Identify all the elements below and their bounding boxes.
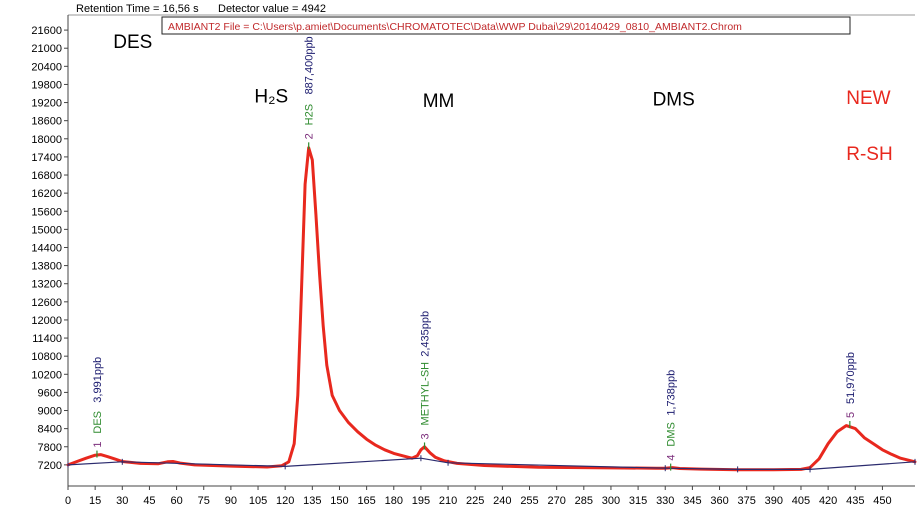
y-tick-label: 10200 xyxy=(31,369,62,381)
baseline-trace xyxy=(67,457,916,470)
y-tick-label: 19200 xyxy=(31,98,62,110)
x-tick-label: 15 xyxy=(89,495,101,506)
plot-area xyxy=(67,14,915,487)
x-tick-label: 225 xyxy=(466,495,484,506)
y-tick-label: 16200 xyxy=(31,188,62,200)
peak-concentration-label: 51,970ppb xyxy=(845,352,857,404)
y-axis-ticks: 7200 7800 8400 9000 9600 10200 10800 11400 12000… xyxy=(31,25,68,472)
y-tick-label: 16800 xyxy=(31,170,62,182)
y-tick-label: 19800 xyxy=(31,79,62,91)
y-tick-label: 13200 xyxy=(31,279,62,291)
y-tick-label: 17400 xyxy=(31,152,62,164)
x-tick-label: 0 xyxy=(65,495,71,506)
region-label: DES xyxy=(113,32,152,53)
region-label: R-SH xyxy=(846,144,892,165)
y-tick-label: 18600 xyxy=(31,116,62,128)
y-tick-label: 21600 xyxy=(31,25,62,37)
y-tick-label: 15600 xyxy=(31,206,62,218)
y-tick-label: 10800 xyxy=(31,351,62,363)
x-tick-label: 255 xyxy=(520,495,538,506)
x-tick-label: 165 xyxy=(357,495,375,506)
x-axis-ticks: 0 15 30 45 60 75 90 105 120 135 150 165 180 195 210 225… xyxy=(65,486,892,506)
y-tick-label: 11400 xyxy=(32,333,62,345)
y-tick-label: 9600 xyxy=(38,387,62,399)
x-tick-label: 360 xyxy=(710,495,728,506)
peak-name-label: METHYL-SH xyxy=(420,362,432,426)
peak-number-label: 2 xyxy=(304,133,316,139)
x-tick-label: 435 xyxy=(846,495,864,506)
y-tick-label: 7800 xyxy=(38,442,62,454)
x-tick-label: 285 xyxy=(575,495,593,506)
y-tick-label: 20400 xyxy=(31,61,62,73)
x-tick-label: 330 xyxy=(656,495,674,506)
x-tick-label: 315 xyxy=(629,495,647,506)
x-tick-label: 450 xyxy=(873,495,891,506)
y-tick-label: 15000 xyxy=(31,224,62,236)
y-tick-label: 18000 xyxy=(31,134,62,146)
y-tick-label: 9000 xyxy=(38,406,62,418)
series-layer xyxy=(66,146,917,473)
peak-annotations: 1 DES 3,991ppb 2 H2S 887,400ppb 3 METHYL-SH 2,43… xyxy=(92,36,857,471)
x-tick-label: 240 xyxy=(493,495,511,506)
x-tick-label: 210 xyxy=(439,495,457,506)
x-tick-label: 405 xyxy=(792,495,810,506)
peak-concentration-label: 887,400ppb xyxy=(304,36,316,94)
x-tick-label: 150 xyxy=(330,495,348,506)
peak-number-label: 5 xyxy=(845,412,857,418)
signal-trace xyxy=(66,146,917,472)
peak-number-label: 4 xyxy=(666,454,678,460)
peak-number-label: 1 xyxy=(92,441,104,447)
peak-concentration-label: 3,991ppb xyxy=(92,357,104,403)
x-tick-label: 390 xyxy=(765,495,783,506)
peak-concentration-label: 1,738ppb xyxy=(666,370,678,416)
y-tick-label: 12600 xyxy=(31,297,62,309)
y-tick-label: 8400 xyxy=(38,424,62,436)
region-label: MM xyxy=(423,91,455,112)
x-tick-label: 300 xyxy=(602,495,620,506)
region-label: H₂S xyxy=(254,87,288,108)
x-tick-label: 90 xyxy=(225,495,237,506)
region-label: NEW xyxy=(846,88,890,109)
x-tick-label: 120 xyxy=(276,495,294,506)
y-tick-label: 13800 xyxy=(31,261,62,273)
y-tick-label: 14400 xyxy=(31,242,62,254)
region-labels: DES H₂S MM DMS NEW R-SH xyxy=(113,32,892,165)
peak-name-label: DES xyxy=(92,411,104,434)
x-tick-label: 75 xyxy=(198,495,210,506)
x-tick-label: 135 xyxy=(303,495,321,506)
region-label: DMS xyxy=(653,90,695,111)
retention-time-readout: Retention Time = 16,56 s xyxy=(76,3,199,15)
peak-name-label: H2S xyxy=(304,104,316,125)
y-tick-label: 21000 xyxy=(31,43,62,55)
x-tick-label: 345 xyxy=(683,495,701,506)
y-tick-label: 7200 xyxy=(38,460,62,472)
x-tick-label: 375 xyxy=(738,495,756,506)
x-tick-label: 420 xyxy=(819,495,837,506)
peak-number-label: 3 xyxy=(420,433,432,439)
file-label-box xyxy=(161,16,851,35)
detector-value-readout: Detector value = 4942 xyxy=(218,3,326,15)
x-tick-label: 30 xyxy=(116,495,128,506)
peak-name-label: DMS xyxy=(666,422,678,446)
x-tick-label: 195 xyxy=(412,495,430,506)
peak-concentration-label: 2,435ppb xyxy=(420,311,432,357)
x-tick-label: 105 xyxy=(249,495,267,506)
file-label-text: AMBIANT2 File = C:\Users\p.amiet\Documen… xyxy=(168,21,742,33)
y-tick-label: 12000 xyxy=(31,315,62,327)
x-tick-label: 60 xyxy=(170,495,182,506)
x-tick-label: 45 xyxy=(143,495,155,506)
x-tick-label: 270 xyxy=(547,495,565,506)
x-tick-label: 180 xyxy=(385,495,403,506)
